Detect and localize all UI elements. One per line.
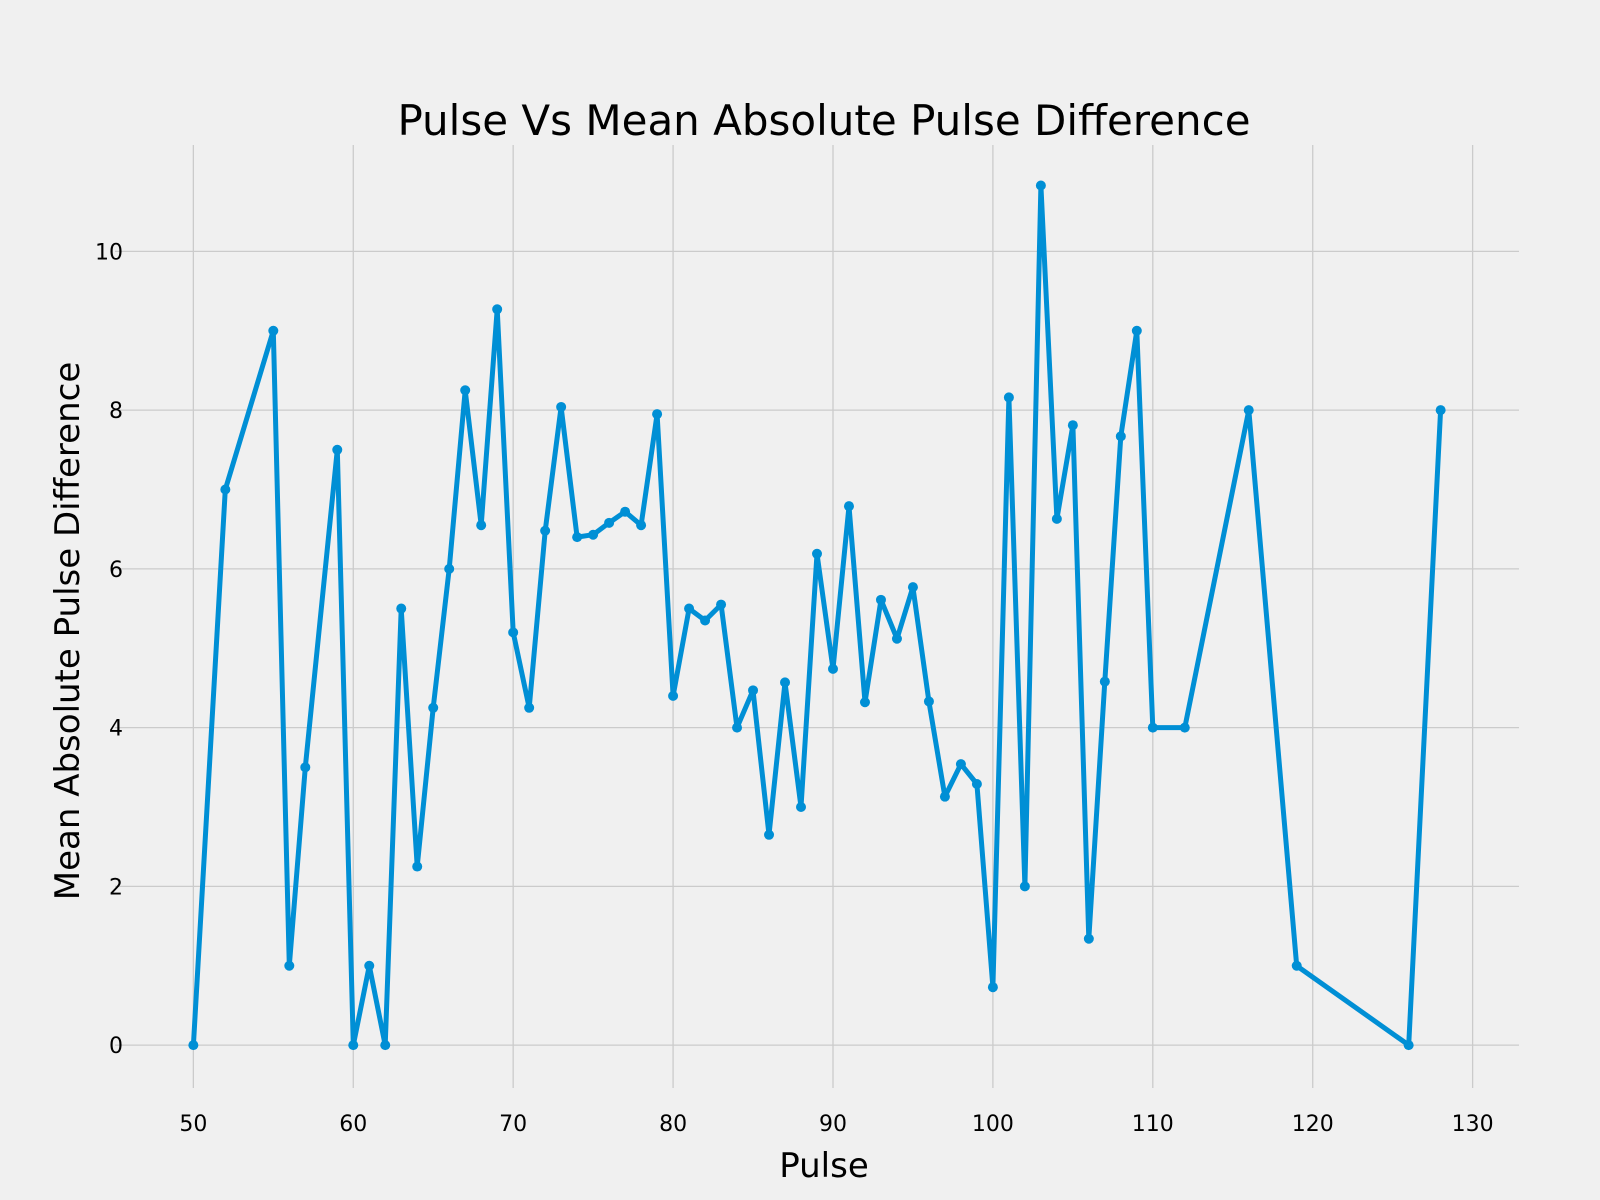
series-layer <box>188 180 1446 1051</box>
data-point <box>700 615 711 626</box>
data-point <box>396 603 407 614</box>
x-tick-label: 70 <box>499 1112 527 1137</box>
y-axis-label: Mean Absolute Pulse Difference <box>48 362 88 900</box>
data-point <box>620 506 631 517</box>
data-point <box>492 304 503 315</box>
y-tick-label: 6 <box>109 558 123 583</box>
x-tick-label: 50 <box>179 1112 207 1137</box>
data-point <box>220 484 231 495</box>
y-tick-label: 2 <box>109 875 123 900</box>
y-tick-label: 8 <box>109 399 123 424</box>
data-point <box>444 563 455 574</box>
data-point <box>1179 722 1190 733</box>
data-point <box>859 697 870 708</box>
data-point <box>907 582 918 593</box>
data-point <box>364 960 375 971</box>
x-tick-label: 130 <box>1452 1112 1494 1137</box>
data-point <box>939 791 950 802</box>
data-point <box>1115 431 1126 442</box>
data-point <box>843 501 854 512</box>
data-point <box>732 722 743 733</box>
data-point <box>1243 405 1254 416</box>
data-point <box>636 520 647 531</box>
data-point <box>764 829 775 840</box>
data-point <box>716 599 727 610</box>
data-point <box>875 594 886 605</box>
y-tick-label: 0 <box>109 1034 123 1059</box>
data-point <box>268 325 279 336</box>
data-point <box>780 677 791 688</box>
y-tick-label: 4 <box>109 717 123 742</box>
data-point <box>540 525 551 536</box>
data-point <box>987 982 998 993</box>
data-point <box>748 685 759 696</box>
chart-title: Pulse Vs Mean Absolute Pulse Difference <box>397 96 1250 145</box>
data-point <box>508 627 519 638</box>
data-point <box>332 444 343 455</box>
data-point <box>812 548 822 559</box>
data-point <box>524 702 535 713</box>
data-point <box>796 802 807 813</box>
data-point <box>827 663 838 674</box>
data-point <box>1003 392 1014 403</box>
data-point <box>1035 180 1046 191</box>
x-tick-label: 90 <box>819 1112 847 1137</box>
data-point <box>188 1040 199 1051</box>
data-point <box>1403 1040 1414 1051</box>
data-point <box>604 517 615 528</box>
tick-layer: 50 60 70 80 90 100 110 120 130 0 2 4 6 8 10 <box>95 240 1494 1137</box>
data-point <box>1019 881 1030 892</box>
x-tick-label: 80 <box>659 1112 687 1137</box>
data-point <box>476 520 487 531</box>
data-point <box>348 1040 359 1051</box>
data-point <box>588 529 599 540</box>
data-point <box>428 702 439 713</box>
data-point <box>971 778 982 789</box>
data-point <box>284 960 295 971</box>
data-point <box>1131 325 1142 336</box>
x-tick-label: 100 <box>972 1112 1014 1137</box>
data-point <box>652 409 663 420</box>
data-point <box>1147 722 1158 733</box>
data-point <box>1051 513 1062 524</box>
data-point <box>668 690 679 701</box>
data-point <box>572 532 583 543</box>
y-tick-label: 10 <box>95 240 123 265</box>
data-point <box>1435 405 1446 416</box>
data-point <box>300 762 311 773</box>
x-tick-label: 60 <box>339 1112 367 1137</box>
data-point <box>955 759 966 770</box>
data-point <box>1099 676 1110 687</box>
x-tick-label: 120 <box>1292 1112 1334 1137</box>
x-tick-label: 110 <box>1132 1112 1174 1137</box>
data-point <box>1291 960 1302 971</box>
data-point <box>380 1040 391 1051</box>
data-point <box>684 603 695 614</box>
data-point <box>891 633 902 644</box>
data-point <box>923 696 934 707</box>
data-point <box>460 385 471 396</box>
data-point <box>412 861 423 872</box>
data-point <box>1067 420 1078 431</box>
series-line <box>190 183 1444 1048</box>
data-point <box>1083 933 1094 944</box>
data-point <box>556 401 567 412</box>
x-axis-label: Pulse <box>779 1146 869 1186</box>
